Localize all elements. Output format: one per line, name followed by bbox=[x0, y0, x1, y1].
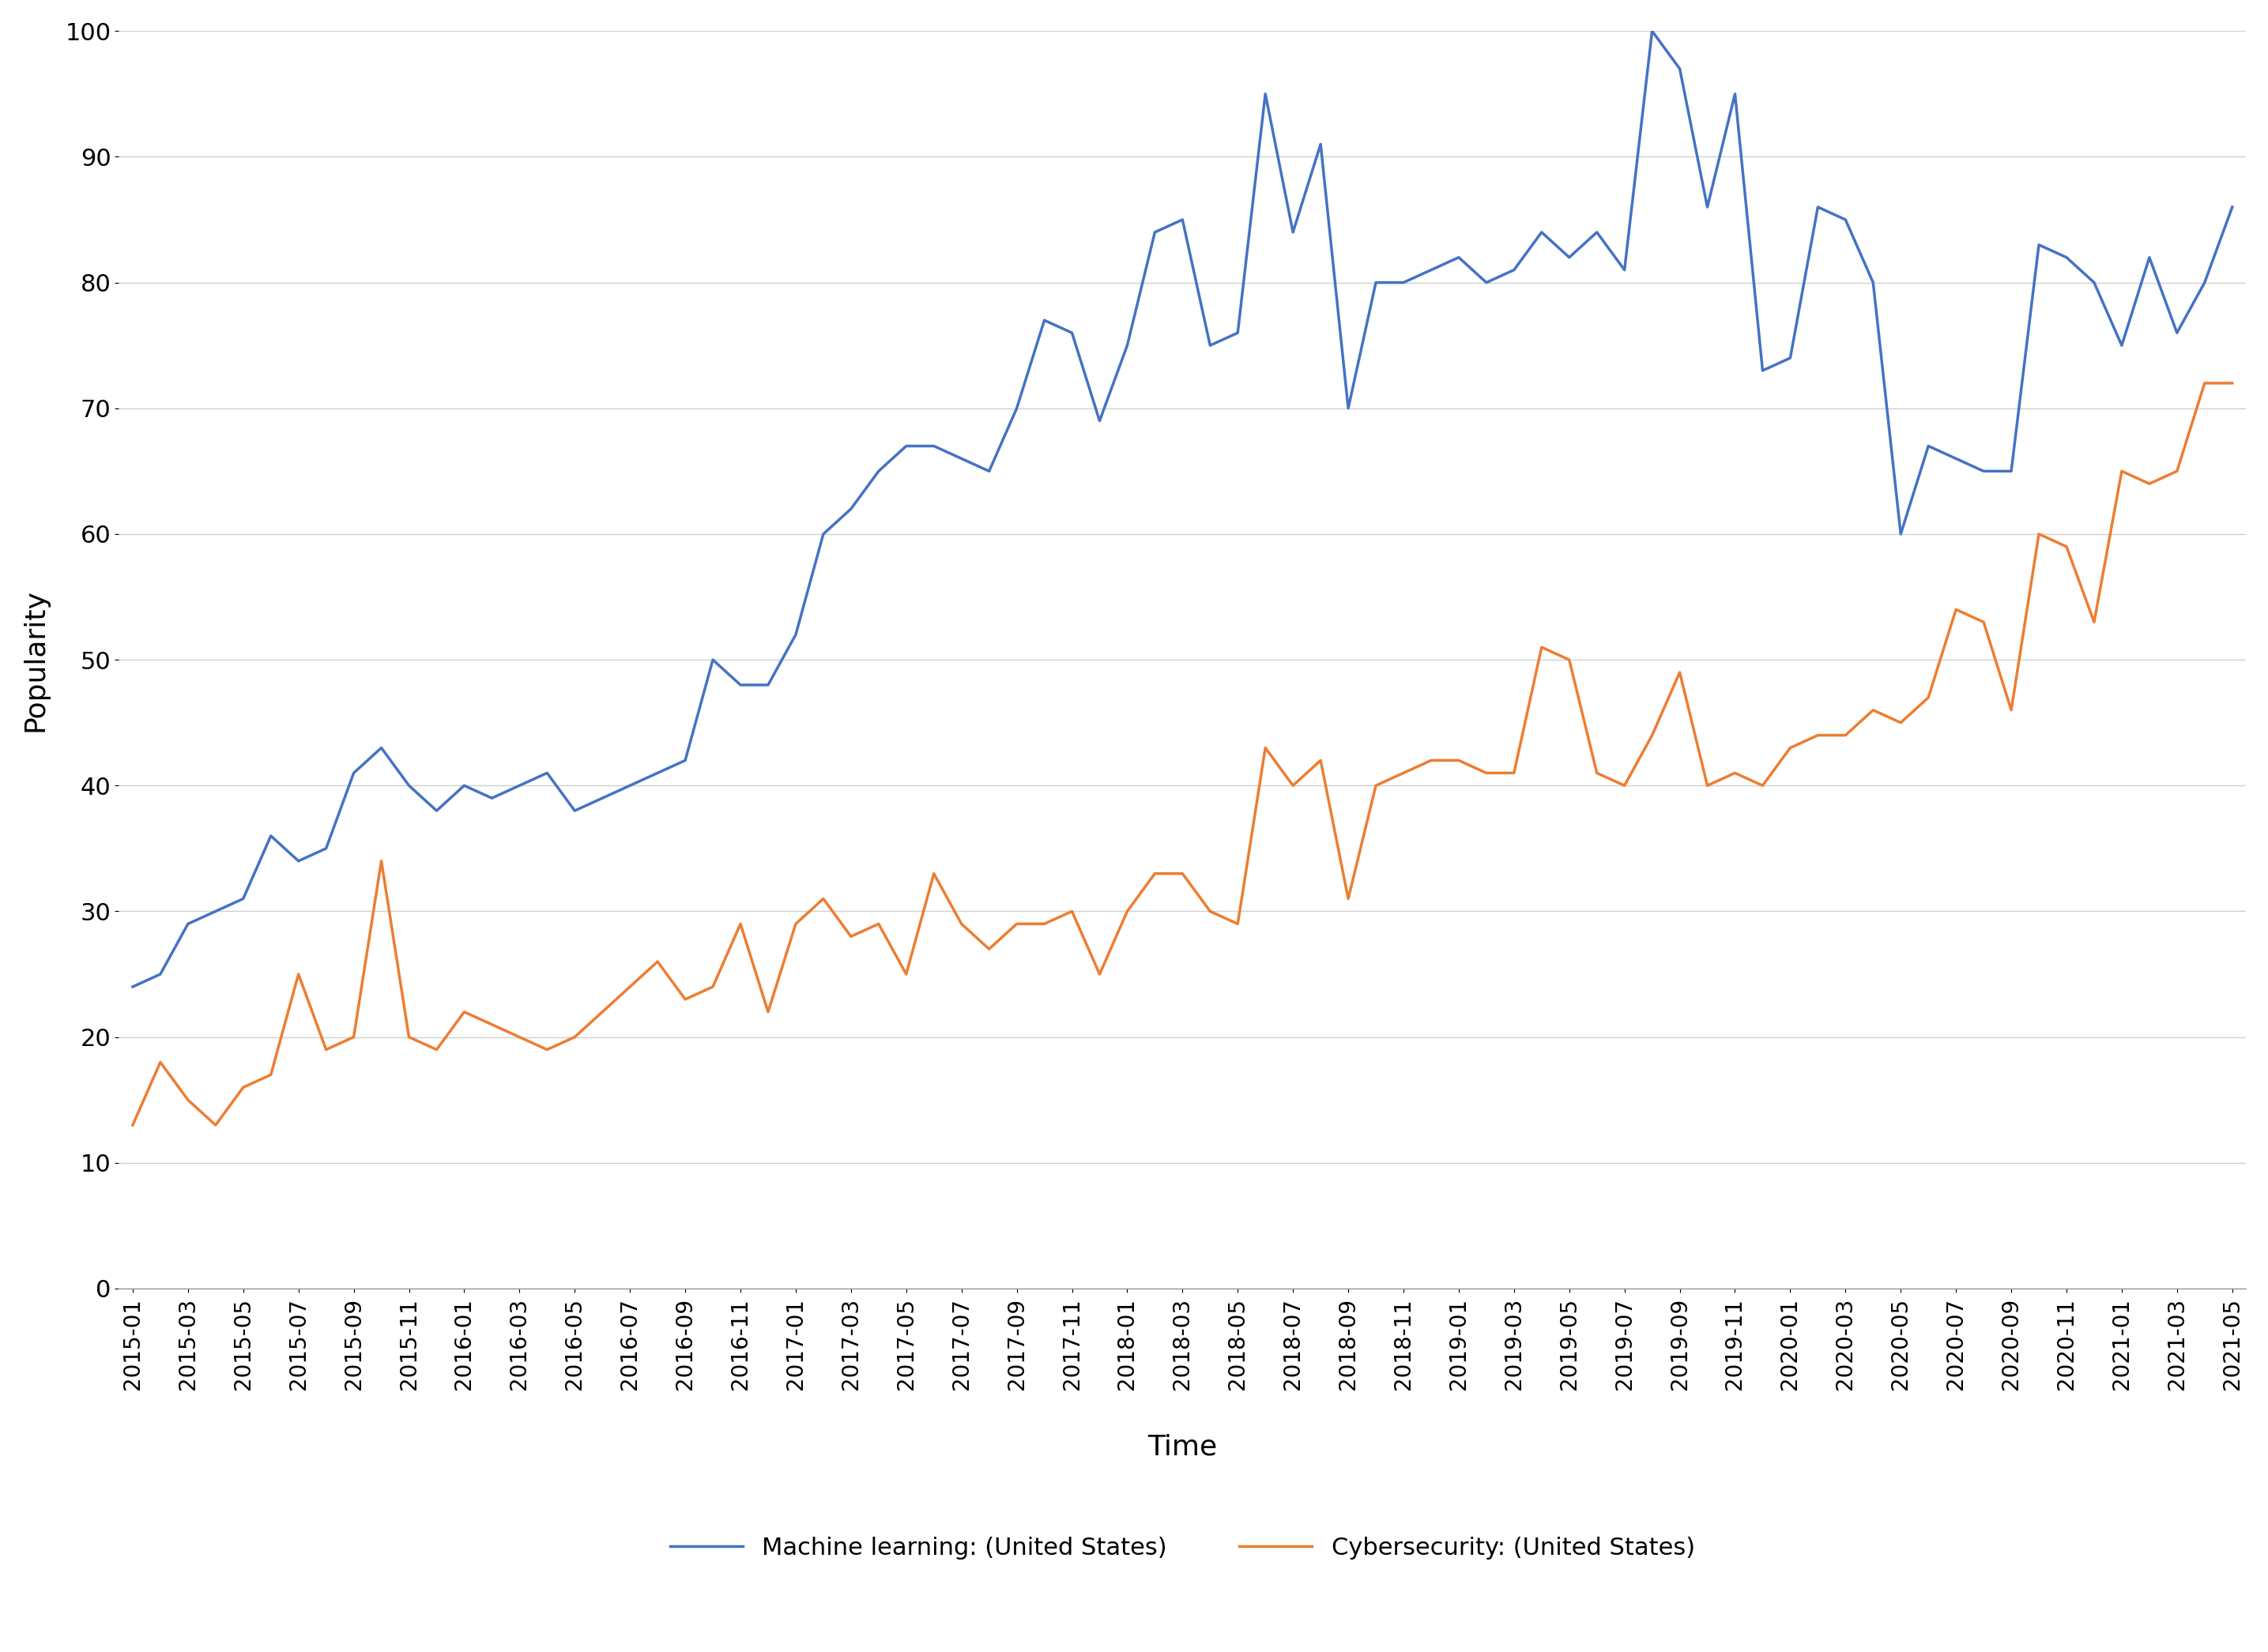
Cybersecurity: (United States): (0, 13): (United States): (0, 13) bbox=[120, 1115, 147, 1135]
Machine learning: (United States): (33, 77): (United States): (33, 77) bbox=[1030, 311, 1057, 330]
Cybersecurity: (United States): (25, 31): (United States): (25, 31) bbox=[810, 889, 837, 909]
Legend: Machine learning: (United States), Cybersecurity: (United States): Machine learning: (United States), Cyber… bbox=[660, 1526, 1706, 1569]
Cybersecurity: (United States): (76, 72): (United States): (76, 72) bbox=[2218, 373, 2245, 393]
Line: Machine learning: (United States): Machine learning: (United States) bbox=[134, 31, 2232, 986]
Y-axis label: Popularity: Popularity bbox=[23, 588, 50, 732]
Cybersecurity: (United States): (15, 19): (United States): (15, 19) bbox=[533, 1039, 560, 1059]
Machine learning: (United States): (0, 24): (United States): (0, 24) bbox=[120, 976, 147, 996]
Cybersecurity: (United States): (33, 29): (United States): (33, 29) bbox=[1030, 914, 1057, 933]
X-axis label: Time: Time bbox=[1148, 1434, 1218, 1460]
Machine learning: (United States): (31, 65): (United States): (31, 65) bbox=[975, 461, 1002, 481]
Cybersecurity: (United States): (42, 40): (United States): (42, 40) bbox=[1279, 776, 1306, 796]
Machine learning: (United States): (42, 84): (United States): (42, 84) bbox=[1279, 223, 1306, 243]
Line: Cybersecurity: (United States): Cybersecurity: (United States) bbox=[134, 383, 2232, 1125]
Machine learning: (United States): (26, 62): (United States): (26, 62) bbox=[837, 499, 864, 519]
Machine learning: (United States): (15, 41): (United States): (15, 41) bbox=[533, 763, 560, 783]
Machine learning: (United States): (25, 60): (United States): (25, 60) bbox=[810, 524, 837, 544]
Machine learning: (United States): (76, 86): (United States): (76, 86) bbox=[2218, 197, 2245, 216]
Cybersecurity: (United States): (26, 28): (United States): (26, 28) bbox=[837, 927, 864, 947]
Cybersecurity: (United States): (31, 27): (United States): (31, 27) bbox=[975, 938, 1002, 958]
Cybersecurity: (United States): (75, 72): (United States): (75, 72) bbox=[2191, 373, 2218, 393]
Machine learning: (United States): (55, 100): (United States): (55, 100) bbox=[1637, 21, 1665, 41]
